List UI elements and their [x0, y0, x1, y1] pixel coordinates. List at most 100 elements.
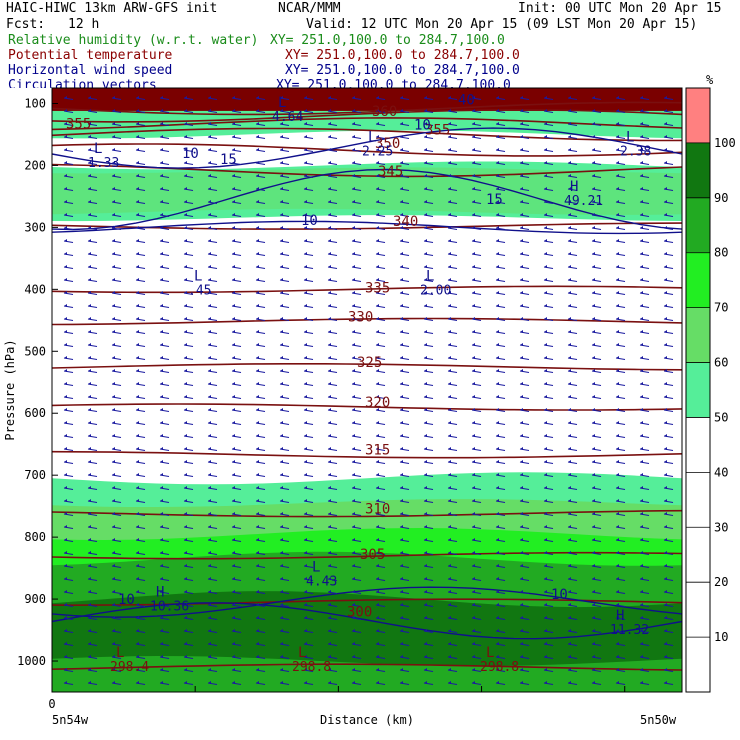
wind-vector [639, 187, 650, 191]
vector-head [328, 278, 331, 281]
wind-vector [375, 369, 386, 373]
vector-head [64, 564, 67, 567]
wind-vector [615, 668, 626, 672]
vector-head [184, 161, 187, 164]
wind-vector [207, 668, 218, 672]
vector-head [64, 655, 67, 658]
wind-vector [591, 603, 602, 607]
wind-vector [663, 291, 674, 295]
wind-vector [567, 200, 578, 204]
vector-head [616, 317, 619, 320]
wind-vector [615, 486, 626, 490]
vector-head [472, 590, 475, 593]
vector-head [520, 551, 523, 554]
wind-vector [327, 590, 338, 594]
wind-vector [495, 239, 506, 243]
vector-head [472, 96, 475, 99]
wind-vector [231, 525, 242, 529]
wind-vector [207, 421, 218, 425]
vector-head [304, 642, 307, 645]
wind-vector [279, 226, 290, 230]
vector-head [64, 96, 67, 99]
vector-head [304, 330, 307, 333]
wind-vector [183, 538, 194, 542]
wind-vector [135, 512, 146, 516]
vector-head [472, 382, 475, 385]
vector-head [472, 499, 475, 502]
vector-head [112, 109, 115, 112]
vector-head [448, 525, 451, 528]
wind-vector [255, 239, 266, 243]
vector-head [304, 252, 307, 255]
vector-head [160, 551, 163, 554]
wind-vector [375, 187, 386, 191]
vector-head [400, 447, 403, 450]
wind-vector [231, 408, 242, 412]
wind-vector [87, 148, 98, 152]
wind-vector [495, 135, 506, 139]
wind-vector [183, 551, 194, 555]
vector-head [544, 655, 547, 658]
vector-head [136, 252, 139, 255]
vector-head [496, 499, 499, 502]
vector-head [352, 577, 355, 580]
wind-vector [351, 655, 362, 659]
vector-head [664, 395, 667, 398]
vector-head [160, 226, 163, 229]
theta-isoline [51, 143, 683, 157]
wind-vector [663, 369, 674, 373]
vector-head [256, 148, 259, 151]
vector-head [424, 434, 427, 437]
wind-vector [375, 252, 386, 256]
wind-vector [159, 642, 170, 646]
wind-vector [279, 317, 290, 321]
vector-head [496, 317, 499, 320]
wind-vector [327, 356, 338, 360]
wind-vector [279, 460, 290, 464]
wind-vector [159, 499, 170, 503]
colorbar-outline [685, 87, 711, 693]
wind-vector [447, 525, 458, 529]
wind-vector [543, 499, 554, 503]
vector-head [568, 265, 571, 268]
wind-vector [591, 434, 602, 438]
extremum-value: 298.8 [480, 660, 519, 675]
theta-label-text: 345 [378, 164, 403, 180]
vector-head [520, 525, 523, 528]
wind-vector [351, 356, 362, 360]
wind-vector [327, 265, 338, 269]
vector-head [424, 174, 427, 177]
wind-vector [207, 629, 218, 633]
wind-vector [87, 434, 98, 438]
theta-label: 310 [365, 502, 390, 518]
wind-vector [111, 642, 122, 646]
vector-head [616, 200, 619, 203]
vector-head [64, 590, 67, 593]
wind-vector [135, 356, 146, 360]
vector-head [64, 486, 67, 489]
vector-head [616, 226, 619, 229]
theta-label-text: 340 [393, 214, 418, 230]
vector-head [208, 681, 211, 684]
vector-head [184, 395, 187, 398]
vector-head [568, 291, 571, 294]
vector-head [592, 330, 595, 333]
vector-head [400, 408, 403, 411]
wind-vector [231, 343, 242, 347]
vector-head [544, 538, 547, 541]
wind-vector [615, 382, 626, 386]
wind-vector [375, 317, 386, 321]
vector-head [664, 161, 667, 164]
wind-vector [135, 382, 146, 386]
wind-vector [375, 213, 386, 217]
wind-vector [447, 603, 458, 607]
vector-head [568, 668, 571, 671]
wind-vector [375, 226, 386, 230]
vector-head [616, 278, 619, 281]
vector-head [496, 369, 499, 372]
vector-head [400, 265, 403, 268]
vector-head [472, 460, 475, 463]
wind-vector [423, 434, 434, 438]
wind-vector [615, 330, 626, 334]
wind-vector [135, 434, 146, 438]
